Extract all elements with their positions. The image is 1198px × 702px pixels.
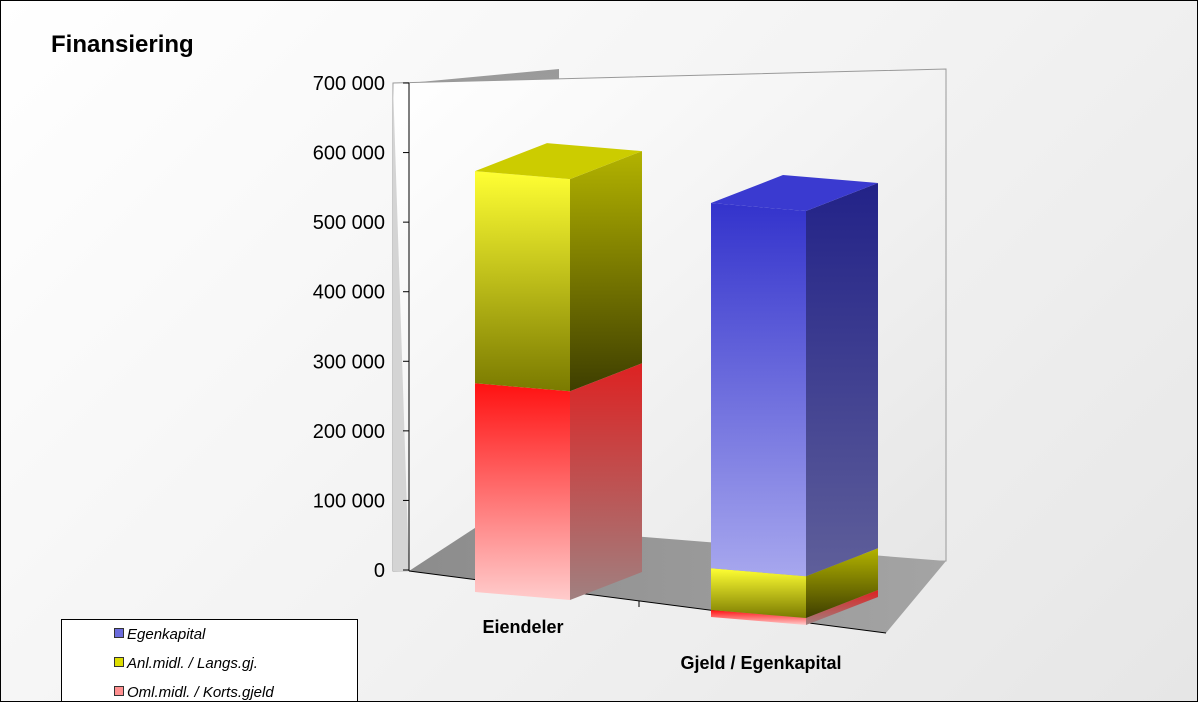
chart-title: Finansiering — [51, 31, 194, 58]
bar-segment — [475, 171, 570, 392]
legend-swatch-egenkapital — [114, 628, 124, 638]
bar-side — [570, 151, 642, 392]
bar-side — [570, 363, 642, 600]
y-tick-label: 300 000 — [313, 351, 385, 373]
y-tick-label: 400 000 — [313, 282, 385, 304]
bar-segment — [711, 203, 806, 577]
y-tick-label: 500 000 — [313, 212, 385, 234]
x-tick-label: Gjeld / Egenkapital — [680, 653, 841, 673]
bar-segment — [711, 610, 806, 625]
bar-side — [806, 183, 878, 577]
y-tick-label: 700 000 — [313, 73, 385, 95]
bar-segment — [711, 568, 806, 619]
y-tick-label: 600 000 — [313, 143, 385, 165]
y-tick-label: 100 000 — [313, 490, 385, 512]
legend-label: Oml.midl. / Korts.gjeld — [127, 684, 274, 701]
bar-side — [806, 590, 878, 625]
bar-top — [711, 175, 878, 212]
legend: Egenkapital Anl.midl. / Langs.gj. Oml.mi… — [61, 619, 358, 701]
legend-swatch-anlegg — [114, 657, 124, 667]
bar-side — [806, 548, 878, 619]
legend-swatch-omlop — [114, 686, 124, 696]
legend-label: Anl.midl. / Langs.gj. — [127, 655, 258, 672]
x-tick-label: Eiendeler — [482, 617, 563, 637]
legend-item-anlegg: Anl.midl. / Langs.gj. — [114, 655, 258, 672]
bar-top — [475, 143, 642, 180]
legend-item-omlop: Oml.midl. / Korts.gjeld — [114, 684, 274, 701]
wall-edge — [393, 83, 409, 571]
bar-segment — [475, 383, 570, 600]
legend-item-egenkapital: Egenkapital — [114, 626, 205, 643]
y-tick-label: 0 — [374, 560, 385, 582]
legend-label: Egenkapital — [127, 626, 206, 643]
y-tick-label: 200 000 — [313, 421, 385, 443]
